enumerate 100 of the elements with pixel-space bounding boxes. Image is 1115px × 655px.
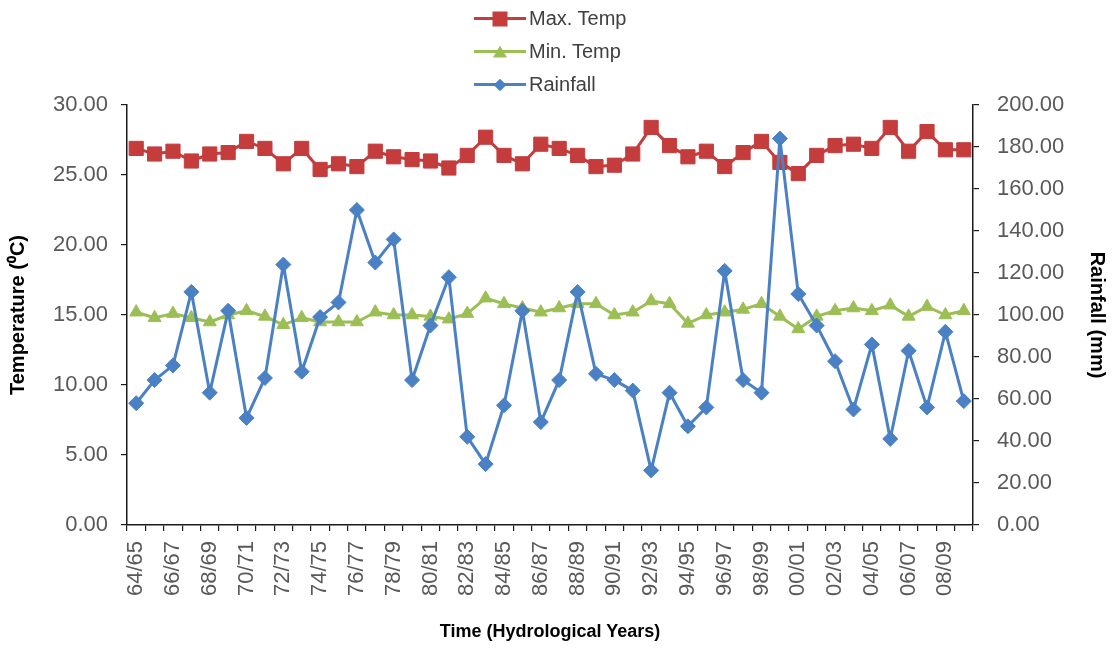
point (698, 399, 715, 416)
x-tick-label: 92/93 (637, 541, 663, 597)
y-tick-label: 10.00 (52, 371, 108, 397)
point (275, 256, 292, 273)
y2-tick-label: 100.00 (997, 301, 1065, 327)
point (735, 372, 752, 389)
point (183, 283, 200, 300)
x-tick-label: 96/97 (710, 541, 736, 597)
point (845, 136, 862, 152)
x-tick-label: 86/87 (526, 541, 552, 597)
point (496, 147, 512, 163)
point (422, 317, 439, 334)
point (330, 294, 347, 311)
x-tick-label: 66/67 (159, 541, 185, 597)
point (331, 314, 346, 327)
point (625, 304, 640, 317)
point (276, 316, 291, 330)
point (293, 363, 310, 380)
point (643, 462, 660, 479)
x-tick-label: 98/99 (747, 541, 773, 597)
y-tick-label: 5.00 (65, 441, 108, 467)
x-tick-label: 90/91 (600, 541, 626, 597)
point (661, 384, 678, 401)
point (367, 254, 384, 271)
y-tick-label: 20.00 (52, 231, 108, 257)
point (679, 418, 696, 435)
point (294, 140, 310, 156)
x-tick-label: 72/73 (269, 541, 295, 597)
point (312, 161, 328, 177)
point (864, 140, 880, 156)
point (404, 152, 420, 168)
point (808, 317, 825, 334)
y2-tick-label: 180.00 (997, 133, 1065, 159)
point (238, 133, 255, 149)
point (312, 309, 329, 326)
point (827, 138, 843, 154)
point (514, 156, 530, 172)
point (405, 307, 420, 320)
point (955, 393, 972, 410)
point (662, 295, 677, 309)
point (569, 283, 586, 300)
point (754, 295, 769, 309)
y2-tick-label: 20.00 (997, 469, 1053, 495)
point (202, 146, 218, 162)
point (533, 304, 548, 317)
point (460, 305, 475, 318)
point (147, 309, 162, 323)
point (625, 146, 641, 162)
point (790, 166, 806, 182)
x-tick-label: 94/95 (674, 541, 699, 597)
point (257, 140, 273, 156)
x-tick-label: 70/71 (232, 541, 258, 597)
point (275, 156, 291, 172)
point (570, 147, 586, 163)
x-tick-label: 84/85 (490, 541, 516, 597)
point (164, 357, 181, 374)
point (129, 304, 144, 317)
point (680, 149, 696, 165)
point (478, 129, 494, 145)
point (533, 136, 549, 152)
point (624, 382, 641, 399)
point (294, 309, 309, 323)
point (330, 156, 347, 172)
y2-tick-label: 160.00 (997, 175, 1065, 201)
point (900, 342, 917, 359)
point (771, 130, 788, 147)
legend-label: Max. Temp (529, 7, 627, 30)
point (846, 300, 861, 313)
point (716, 262, 733, 279)
point (698, 143, 714, 159)
point (920, 298, 935, 311)
point (956, 302, 971, 316)
point (588, 159, 604, 175)
point (183, 153, 199, 169)
point (791, 321, 806, 334)
point (497, 295, 512, 309)
y2-tick-label: 140.00 (997, 217, 1065, 243)
x-tick-label: 74/75 (306, 541, 332, 597)
point (606, 157, 622, 173)
x-tick-label: 76/77 (342, 541, 368, 597)
point (643, 119, 659, 135)
x-tick-label: 78/79 (379, 541, 405, 597)
point (220, 302, 237, 319)
point (256, 370, 273, 386)
point (863, 336, 880, 353)
x-tick-label: 64/65 (122, 541, 148, 597)
point (147, 146, 163, 162)
x-tick-label: 04/05 (857, 541, 883, 597)
point (128, 395, 145, 412)
point (165, 143, 181, 159)
point (606, 372, 623, 389)
point (828, 302, 843, 316)
point (477, 456, 494, 473)
point (772, 308, 787, 321)
point (661, 138, 678, 154)
point (386, 149, 402, 165)
point (239, 302, 254, 316)
point (956, 142, 972, 158)
point (349, 314, 364, 327)
y2-tick-label: 120.00 (997, 259, 1065, 285)
